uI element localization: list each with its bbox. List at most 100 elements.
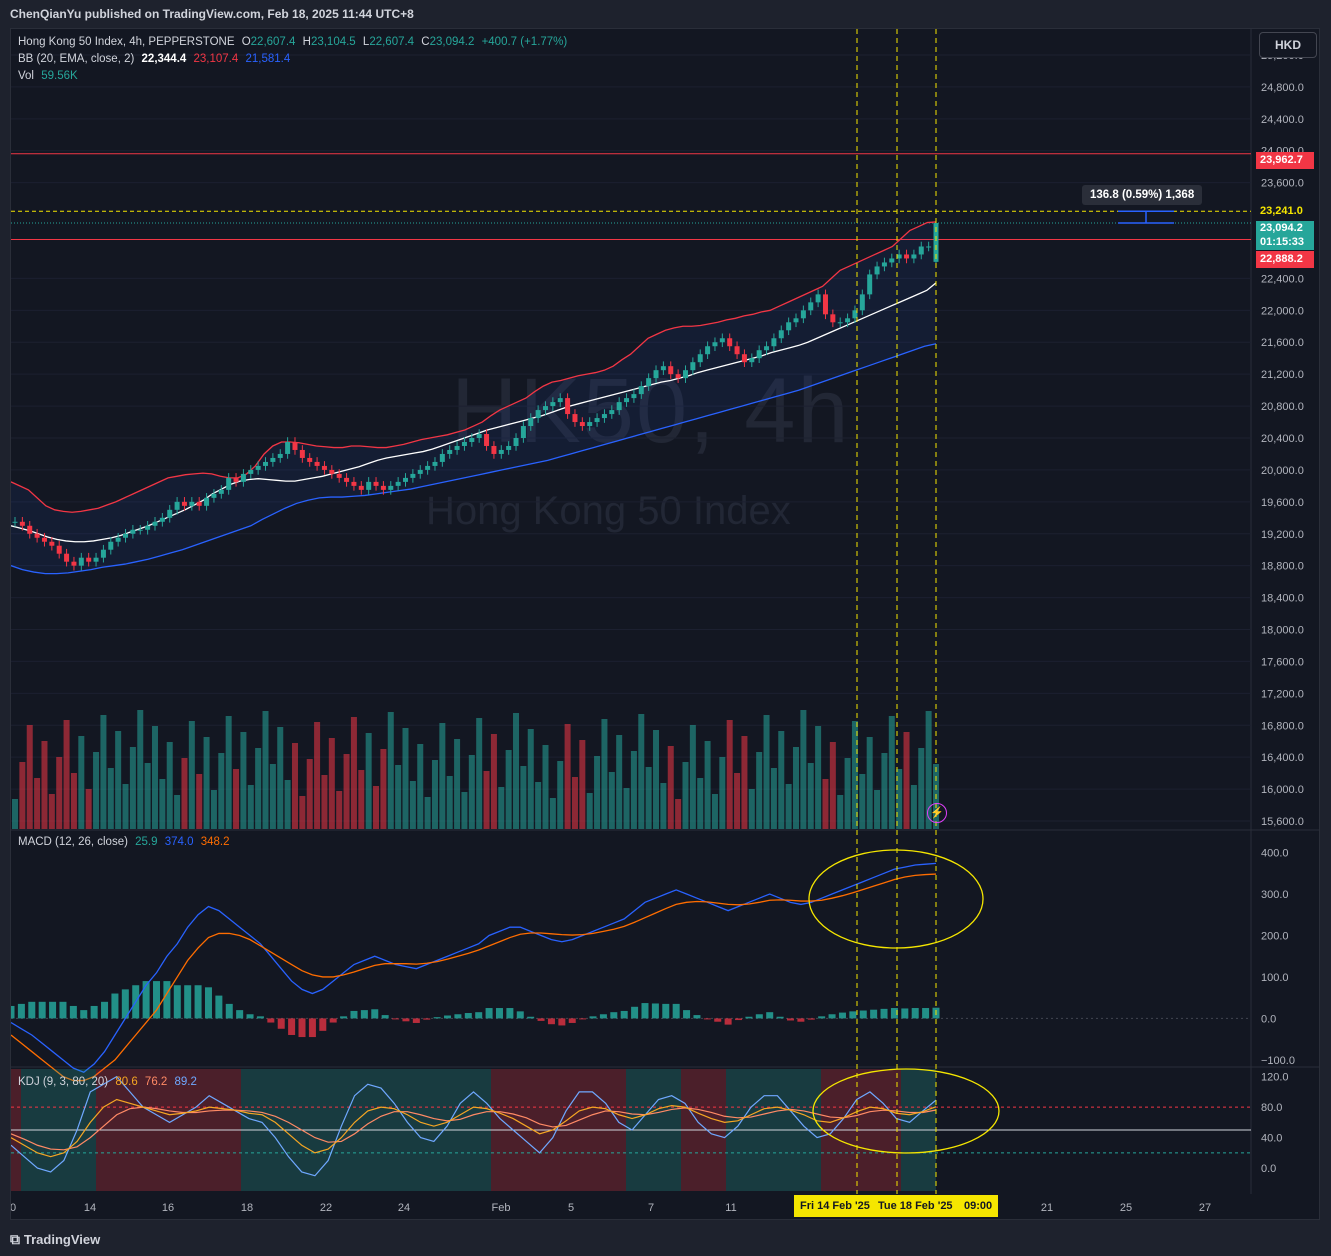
x-tag-left: Fri 14 Feb '25 <box>794 1195 876 1217</box>
candle-body <box>351 481 357 486</box>
volume-bar <box>122 784 129 829</box>
macd-label: MACD (12, 26, close) <box>18 836 128 848</box>
candle-body <box>469 438 475 442</box>
macd-hist-bar <box>776 1016 784 1019</box>
candle-body <box>56 545 62 554</box>
candle-body <box>646 378 652 387</box>
legend-o-label: O <box>241 36 251 48</box>
candle-body <box>78 557 84 566</box>
candle-body <box>565 398 571 415</box>
candle-body <box>535 410 541 419</box>
candle-body <box>49 541 55 546</box>
legend-h-label: H <box>302 36 311 48</box>
macd-hist-bar <box>371 1009 379 1019</box>
candle-body <box>764 346 770 351</box>
volume-bar <box>314 722 321 829</box>
volume-bar <box>299 796 306 829</box>
volume-bar <box>535 782 542 829</box>
volume-bar <box>925 711 932 829</box>
kdj-tick-label: 40.0 <box>1261 1133 1282 1145</box>
candle-body <box>321 465 327 470</box>
candle-body <box>690 362 696 371</box>
macd-hist-bar <box>360 1010 368 1019</box>
candle-body <box>403 477 409 482</box>
volume-bar <box>616 735 623 829</box>
macd-hist-bar <box>641 1003 649 1019</box>
candle-body <box>248 469 254 474</box>
macd-hist-bar <box>340 1016 348 1019</box>
candle-body <box>653 370 659 379</box>
price-tick-label: 18,400.0 <box>1261 593 1304 605</box>
legend-open: 22,607.4 <box>250 36 296 48</box>
volume-bar <box>203 737 210 829</box>
candle-body <box>808 302 814 311</box>
candle-body <box>624 398 630 403</box>
volume-bar <box>719 757 726 829</box>
tradingview-logo[interactable]: ⧉ TradingView <box>10 1231 100 1248</box>
price-tick-label: 15,600.0 <box>1261 816 1304 828</box>
volume-bar <box>247 785 254 829</box>
lightning-icon[interactable]: ⚡ <box>927 803 947 823</box>
volume-bar <box>704 741 711 829</box>
candle-body <box>778 330 784 339</box>
measure-tooltip: 136.8 (0.59%) 1,368 <box>1082 185 1203 205</box>
candle-body <box>388 485 394 490</box>
candle-body <box>771 338 777 347</box>
legend-c-label: C <box>421 36 430 48</box>
candle-body <box>609 410 615 415</box>
volume-bar <box>373 786 380 829</box>
kdj-j-value: 89.2 <box>174 1076 197 1088</box>
macd-hist-bar <box>735 1018 743 1021</box>
volume-bar <box>218 753 225 829</box>
x-tick-label: 16 <box>162 1202 174 1214</box>
macd-hist-bar <box>579 1018 587 1020</box>
candle-body <box>336 473 342 478</box>
price-tick-label: 16,400.0 <box>1261 752 1304 764</box>
price-tick-label: 16,000.0 <box>1261 784 1304 796</box>
macd-hist-bar <box>163 981 171 1019</box>
legend-symbol: Hong Kong 50 Index, 4h, PEPPERSTONE <box>18 36 235 48</box>
candle-body <box>542 406 548 411</box>
candle-body <box>181 501 187 506</box>
macd-hist-bar <box>870 1009 878 1019</box>
volume-bar <box>129 747 136 829</box>
volume-bar <box>829 742 836 829</box>
price-tick-label: 21,600.0 <box>1261 337 1304 349</box>
macd-hist-bar <box>246 1014 254 1019</box>
candle-body <box>786 322 792 331</box>
macd-hist-bar <box>589 1016 597 1019</box>
volume-bar <box>800 710 807 829</box>
currency-button[interactable]: HKD <box>1259 32 1317 58</box>
macd-hist-bar <box>236 1010 244 1019</box>
volume-bar <box>557 761 564 829</box>
candle-body <box>145 525 151 530</box>
candle-body <box>845 318 851 323</box>
volume-bar <box>34 778 41 829</box>
macd-hist-bar <box>381 1015 389 1019</box>
vol-value: 59.56K <box>41 70 78 82</box>
volume-bar <box>151 726 158 829</box>
publisher-bar: ChenQianYu published on TradingView.com,… <box>0 0 1331 28</box>
legend-close: 23,094.2 <box>429 36 475 48</box>
bb-band-fill <box>11 221 936 574</box>
candle-body <box>270 457 276 462</box>
x-tick-label: Feb <box>492 1202 511 1214</box>
volume-bar <box>513 713 520 829</box>
macd-hist-bar <box>475 1012 483 1019</box>
chart-svg[interactable]: 15,600.0 16,000.0 16,400.0 16,800.0 17,200.0… <box>11 29 1319 1219</box>
candle-body <box>668 366 674 375</box>
volume-bar <box>417 744 424 829</box>
chart-area[interactable]: HK50, 4h Hong Kong 50 Index 15,600.016,0… <box>10 28 1320 1220</box>
volume-bar <box>689 725 696 829</box>
candle-body <box>734 346 740 355</box>
candle-body <box>911 254 917 259</box>
kdj-legend: KDJ (9, 3, 80, 20) 80.6 76.2 89.2 <box>18 1076 201 1088</box>
volume-bar <box>409 781 416 829</box>
candle-body <box>454 445 460 450</box>
macd-hist-bar <box>308 1018 316 1038</box>
candle-body <box>439 453 445 462</box>
volume-bar <box>483 771 490 829</box>
kdj-d-value: 76.2 <box>144 1076 168 1088</box>
macd-hist-bar <box>59 1001 67 1019</box>
candle-body <box>682 370 688 379</box>
